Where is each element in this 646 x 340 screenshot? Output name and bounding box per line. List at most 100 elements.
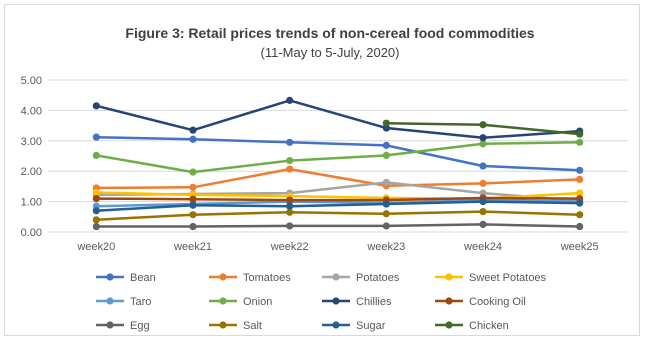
legend-item: Sugar xyxy=(322,320,386,332)
y-tick-label: 3.00 xyxy=(21,136,42,148)
series-line xyxy=(96,223,580,228)
data-point xyxy=(286,222,294,230)
data-point xyxy=(92,216,100,224)
data-point xyxy=(382,141,390,149)
series-chillies xyxy=(92,96,584,142)
legend-swatch-marker xyxy=(445,321,453,329)
data-point xyxy=(92,102,100,110)
data-point xyxy=(382,200,390,208)
x-tick-label: week21 xyxy=(173,241,212,253)
data-point xyxy=(576,175,584,184)
series-lines xyxy=(92,96,584,231)
legend-label: Egg xyxy=(130,320,150,332)
legend-label: Onion xyxy=(243,296,272,308)
data-point xyxy=(382,178,390,187)
legend-swatch-marker xyxy=(219,297,227,305)
legend-label: Sweet Potatoes xyxy=(469,272,547,284)
chart-title: Figure 3: Retail prices trends of non-ce… xyxy=(125,25,534,41)
y-tick-label: 2.00 xyxy=(21,166,42,178)
legend-label: Chicken xyxy=(469,320,509,332)
legend-item: Onion xyxy=(209,296,272,308)
data-point xyxy=(382,119,390,127)
data-point xyxy=(189,201,197,209)
y-tick-label: 0.00 xyxy=(21,227,42,239)
series-chicken xyxy=(382,119,584,138)
data-point xyxy=(92,151,100,159)
data-point xyxy=(92,133,100,141)
x-tick-label: week22 xyxy=(270,241,309,253)
legend-label: Taro xyxy=(130,296,151,308)
data-point xyxy=(189,135,197,143)
legend-item: Sweet Potatoes xyxy=(435,272,547,284)
legend-item: Cooking Oil xyxy=(435,296,526,308)
series-line xyxy=(96,198,580,208)
chart-subtitle: (11-May to 5-July, 2020) xyxy=(261,45,400,60)
legend-label: Chillies xyxy=(356,296,392,308)
data-point xyxy=(189,126,197,134)
legend-label: Bean xyxy=(130,272,156,284)
data-point xyxy=(92,194,100,203)
data-point xyxy=(479,208,487,216)
data-point xyxy=(382,210,390,218)
series-line xyxy=(96,196,580,202)
y-tick-label: 5.00 xyxy=(21,75,42,87)
data-point xyxy=(189,195,197,203)
legend-swatch-marker xyxy=(445,297,453,305)
legend-swatch-marker xyxy=(106,273,114,281)
legend-item: Tomatoes xyxy=(209,272,291,284)
data-point xyxy=(286,202,294,210)
data-point xyxy=(479,134,487,142)
data-point xyxy=(576,130,584,138)
legend-label: Potatoes xyxy=(356,272,400,284)
x-tick-label: week23 xyxy=(366,241,405,253)
series-line xyxy=(96,210,580,222)
data-point xyxy=(286,138,294,146)
legend-item: Taro xyxy=(96,296,151,308)
data-point xyxy=(189,183,197,191)
legend-item: Potatoes xyxy=(322,272,400,284)
axes: 0.00 1.00 2.00 3.00 4.00 5.00 week20 week21 week… xyxy=(21,75,599,253)
data-point xyxy=(189,168,197,176)
data-point xyxy=(382,151,390,159)
series-line xyxy=(96,167,580,190)
legend-item: Salt xyxy=(209,320,262,332)
data-point xyxy=(479,140,487,148)
data-point xyxy=(382,222,390,230)
series-salt xyxy=(92,208,584,224)
legend-swatch-marker xyxy=(332,297,340,305)
legend-swatch-marker xyxy=(332,321,340,329)
data-point xyxy=(92,207,100,215)
data-point xyxy=(576,166,584,174)
data-point xyxy=(286,165,294,173)
data-point xyxy=(189,211,197,219)
legend-swatch-marker xyxy=(332,273,340,281)
data-point xyxy=(576,199,584,207)
legend: Bean Tomatoes Potatoes Sweet Potatoes Taro On… xyxy=(96,272,547,332)
legend-label: Sugar xyxy=(356,320,386,332)
data-point xyxy=(576,211,584,219)
legend-item: Chillies xyxy=(322,296,392,308)
legend-swatch-marker xyxy=(106,297,114,305)
legend-swatch-marker xyxy=(219,273,227,281)
data-point xyxy=(479,198,487,206)
data-point xyxy=(286,156,294,165)
data-point xyxy=(286,208,294,216)
series-egg xyxy=(92,220,584,231)
series-line xyxy=(95,99,580,140)
x-tick-label: week20 xyxy=(76,241,115,253)
x-tick-label: week25 xyxy=(560,241,599,253)
data-point xyxy=(92,222,100,231)
legend-item: Egg xyxy=(96,320,150,332)
data-point xyxy=(479,220,487,228)
data-point xyxy=(479,121,487,129)
data-point xyxy=(92,188,100,197)
data-point xyxy=(479,162,487,170)
data-point xyxy=(479,179,487,187)
data-point xyxy=(576,138,584,146)
data-point xyxy=(576,222,584,231)
series-line xyxy=(96,135,580,172)
data-point xyxy=(189,222,197,231)
legend-item: Bean xyxy=(96,272,156,284)
series-sugar xyxy=(92,198,584,215)
